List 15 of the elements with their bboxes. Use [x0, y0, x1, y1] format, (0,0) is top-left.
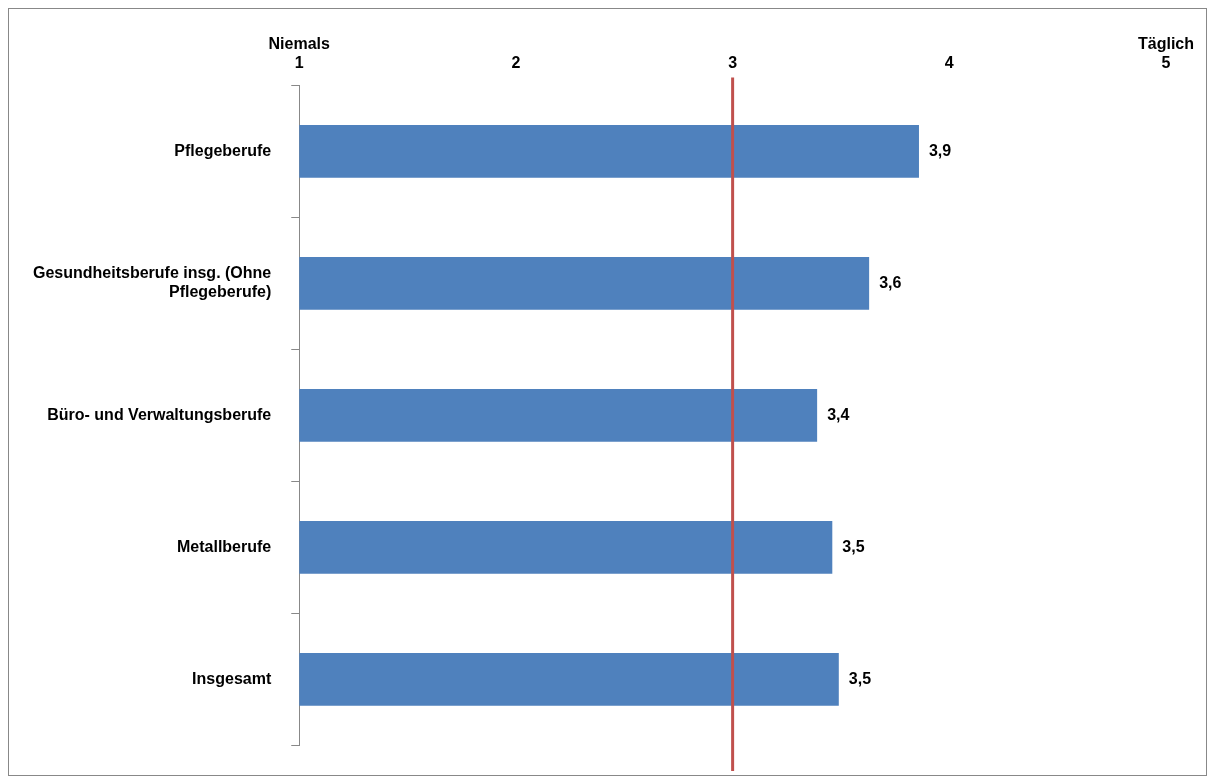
x-tick-label: 3: [728, 54, 738, 72]
y-tick-label: Pflegeberufe: [174, 141, 272, 159]
y-tick-label: Gesundheitsberufe insg. (Ohne Pflegeberufe): [33, 264, 272, 301]
y-tick-label: Insgesamt: [192, 669, 272, 687]
x-tick-label: Täglich 5: [1137, 35, 1194, 72]
data-label: 3,6: [879, 273, 902, 291]
y-tick-label: Büro- und Verwaltungsberufe: [47, 405, 272, 423]
x-tick-label: 4: [944, 54, 954, 72]
data-label: 3,9: [928, 141, 952, 159]
data-label: 3,5: [842, 537, 865, 555]
x-tick-label: Niemals 1: [268, 35, 331, 72]
data-label: 3,4: [827, 405, 850, 423]
x-tick-label: 2: [511, 54, 521, 72]
y-tick-label: Metallberufe: [177, 537, 272, 555]
data-label: 3,5: [848, 669, 872, 687]
